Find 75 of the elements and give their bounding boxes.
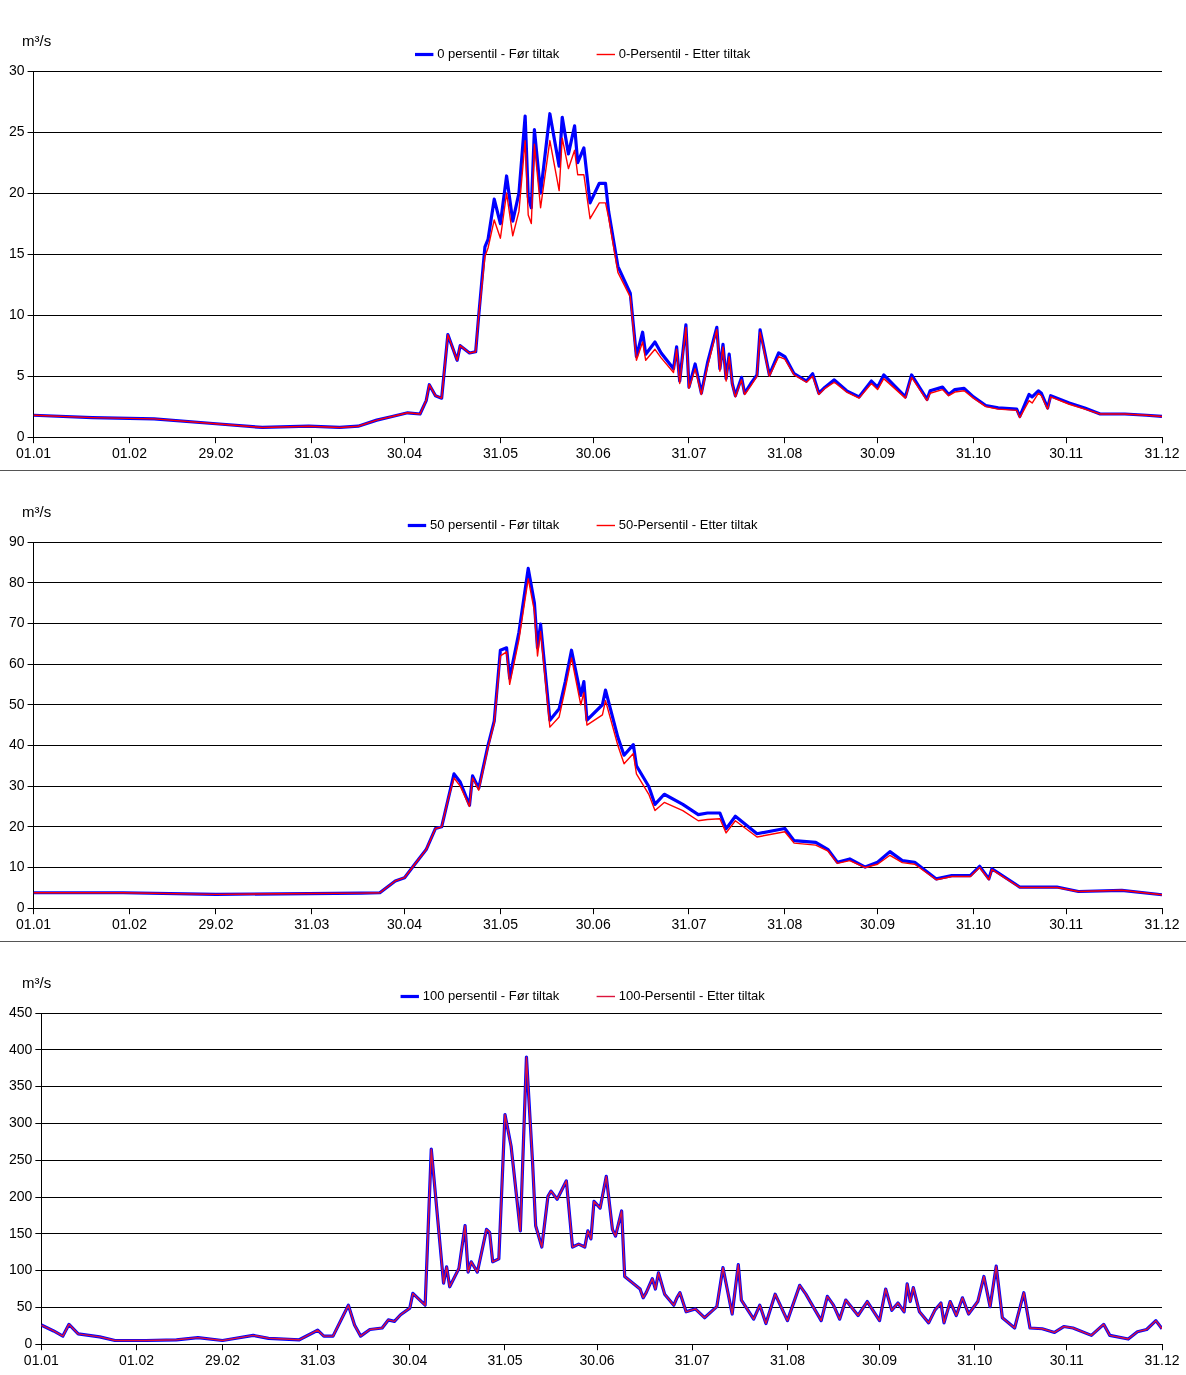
y-tick-label: 80 bbox=[8, 573, 25, 590]
x-tick-label: 29.02 bbox=[198, 445, 234, 462]
y-tick-label: 150 bbox=[9, 1224, 33, 1241]
x-tick-label: 30.04 bbox=[387, 916, 423, 933]
legend-label: 0-Persentil - Etter tiltak bbox=[618, 46, 751, 62]
y-axis-title: m³/s bbox=[22, 502, 52, 520]
y-tick-label: 100 bbox=[9, 1261, 33, 1278]
y-tick-label: 250 bbox=[9, 1151, 33, 1168]
y-tick-label: 90 bbox=[8, 532, 25, 549]
y-axis-title: m³/s bbox=[22, 973, 52, 991]
y-tick-label: 15 bbox=[8, 244, 25, 261]
x-tick-label: 31.07 bbox=[671, 916, 707, 933]
y-tick-label: 25 bbox=[8, 122, 25, 139]
x-tick-label: 31.03 bbox=[294, 916, 330, 933]
x-tick-label: 30.04 bbox=[387, 445, 423, 462]
x-tick-label: 01.01 bbox=[23, 1352, 60, 1369]
x-tick-label: 30.06 bbox=[575, 916, 611, 933]
x-tick-label: 31.12 bbox=[1144, 445, 1180, 462]
x-tick-label: 01.01 bbox=[16, 445, 52, 462]
x-tick-label: 31.12 bbox=[1144, 1352, 1180, 1369]
x-tick-label: 30.06 bbox=[575, 445, 611, 462]
x-tick-label: 31.10 bbox=[957, 1352, 993, 1369]
x-tick-label: 30.09 bbox=[860, 445, 896, 462]
y-tick-label: 400 bbox=[9, 1040, 33, 1057]
y-tick-label: 30 bbox=[8, 61, 25, 78]
x-tick-label: 31.05 bbox=[487, 1352, 523, 1369]
y-tick-label: 0 bbox=[16, 428, 25, 445]
x-tick-label: 31.05 bbox=[482, 916, 519, 933]
x-tick-label: 31.10 bbox=[955, 445, 992, 462]
x-tick-label: 29.02 bbox=[198, 916, 234, 933]
y-tick-label: 70 bbox=[8, 614, 25, 631]
x-tick-label: 29.02 bbox=[204, 1352, 241, 1369]
y-tick-label: 300 bbox=[9, 1114, 33, 1131]
x-tick-label: 31.03 bbox=[300, 1352, 336, 1369]
x-tick-label: 31.08 bbox=[769, 1352, 806, 1369]
x-tick-label: 30.09 bbox=[860, 916, 896, 933]
x-tick-label: 30.11 bbox=[1049, 445, 1084, 462]
y-tick-label: 20 bbox=[8, 183, 25, 200]
y-tick-label: 50 bbox=[8, 695, 25, 712]
y-tick-label: 450 bbox=[9, 1003, 33, 1020]
legend-label: 50 persentil - Før tiltak bbox=[429, 517, 560, 533]
legend-label: 0 persentil - Før tiltak bbox=[437, 46, 560, 62]
x-tick-label: 31.10 bbox=[955, 916, 992, 933]
legend-label: 100 persentil - Før tiltak bbox=[422, 988, 560, 1004]
x-tick-label: 31.07 bbox=[674, 1352, 710, 1369]
x-tick-label: 30.04 bbox=[392, 1352, 428, 1369]
x-tick-label: 01.02 bbox=[119, 1352, 155, 1369]
y-axis-title: m³/s bbox=[22, 31, 52, 49]
x-tick-label: 31.12 bbox=[1144, 916, 1180, 933]
x-tick-label: 31.03 bbox=[294, 445, 330, 462]
y-tick-label: 30 bbox=[8, 776, 25, 793]
legend-label: 50-Persentil - Etter tiltak bbox=[618, 517, 759, 533]
y-tick-label: 60 bbox=[8, 654, 25, 671]
y-tick-label: 350 bbox=[9, 1077, 33, 1094]
x-tick-label: 31.08 bbox=[767, 445, 803, 462]
y-tick-label: 200 bbox=[9, 1187, 33, 1204]
y-tick-label: 10 bbox=[8, 858, 25, 875]
x-tick-label: 31.05 bbox=[482, 445, 519, 462]
y-tick-label: 20 bbox=[8, 817, 25, 834]
x-tick-label: 01.02 bbox=[111, 445, 148, 462]
y-tick-label: 0 bbox=[16, 899, 25, 916]
x-tick-label: 30.11 bbox=[1049, 1352, 1085, 1369]
x-tick-label: 30.09 bbox=[862, 1352, 898, 1369]
x-tick-label: 31.07 bbox=[671, 445, 707, 462]
y-tick-label: 50 bbox=[16, 1298, 33, 1315]
y-tick-label: 10 bbox=[8, 305, 25, 322]
y-tick-label: 40 bbox=[8, 736, 25, 753]
x-tick-label: 31.08 bbox=[767, 916, 803, 933]
x-tick-label: 01.02 bbox=[111, 916, 148, 933]
y-tick-label: 0 bbox=[24, 1335, 33, 1352]
y-tick-label: 5 bbox=[16, 367, 25, 384]
legend-label: 100-Persentil - Etter tiltak bbox=[618, 988, 766, 1004]
x-tick-label: 30.06 bbox=[579, 1352, 615, 1369]
x-tick-label: 01.01 bbox=[16, 916, 52, 933]
x-tick-label: 30.11 bbox=[1049, 916, 1084, 933]
